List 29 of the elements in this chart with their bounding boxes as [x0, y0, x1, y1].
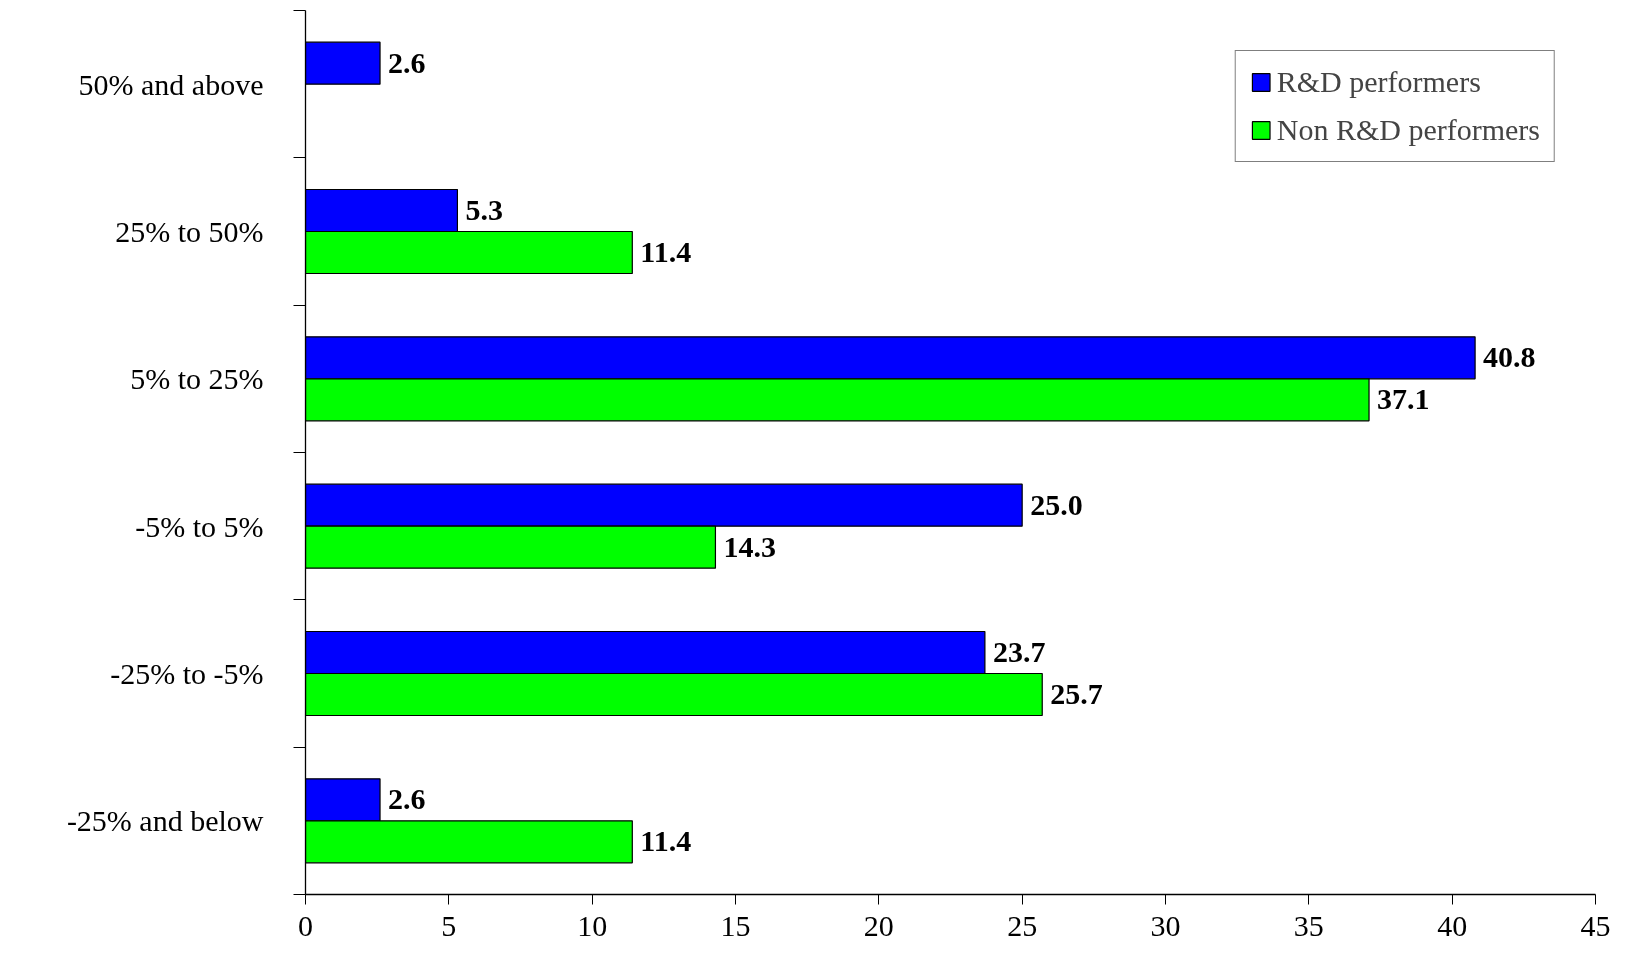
x-tick-label: 10	[577, 908, 608, 942]
x-tick-label: 35	[1293, 908, 1324, 942]
data-label: 11.4	[640, 234, 692, 268]
data-label: 11.4	[640, 824, 692, 858]
data-label: 23.7	[992, 635, 1046, 669]
y-tick-label: 25% to 50%	[115, 215, 264, 248]
y-tick-label: -25% and below	[66, 804, 264, 838]
x-tick-label: 15	[720, 908, 751, 942]
y-tick-label: 5% to 25%	[130, 362, 264, 396]
x-tick-label: 0	[298, 908, 313, 942]
data-label: 14.3	[723, 529, 776, 563]
data-label: 5.3	[465, 193, 503, 227]
data-label: 25.7	[1050, 676, 1103, 710]
x-tick-label: 40	[1437, 908, 1468, 942]
data-label: 2.6	[388, 782, 426, 816]
legend-label: Non R&D performers	[1276, 113, 1540, 147]
y-tick-label: -5% to 5%	[135, 509, 264, 543]
data-label: 2.6	[388, 45, 426, 79]
data-label: 40.8	[1483, 340, 1536, 374]
y-tick-label: -25% to -5%	[110, 657, 264, 690]
legend-label: R&D performers	[1276, 65, 1481, 99]
x-tick-label: 45	[1580, 908, 1611, 942]
x-tick-label: 25	[1007, 908, 1038, 942]
x-tick-label: 5	[441, 908, 457, 942]
x-tick-label: 30	[1150, 908, 1181, 942]
y-tick-label: 50% and above	[78, 67, 264, 101]
data-label: 37.1	[1377, 382, 1430, 416]
x-tick-label: 20	[863, 908, 894, 942]
data-label: 25.0	[1030, 487, 1083, 521]
